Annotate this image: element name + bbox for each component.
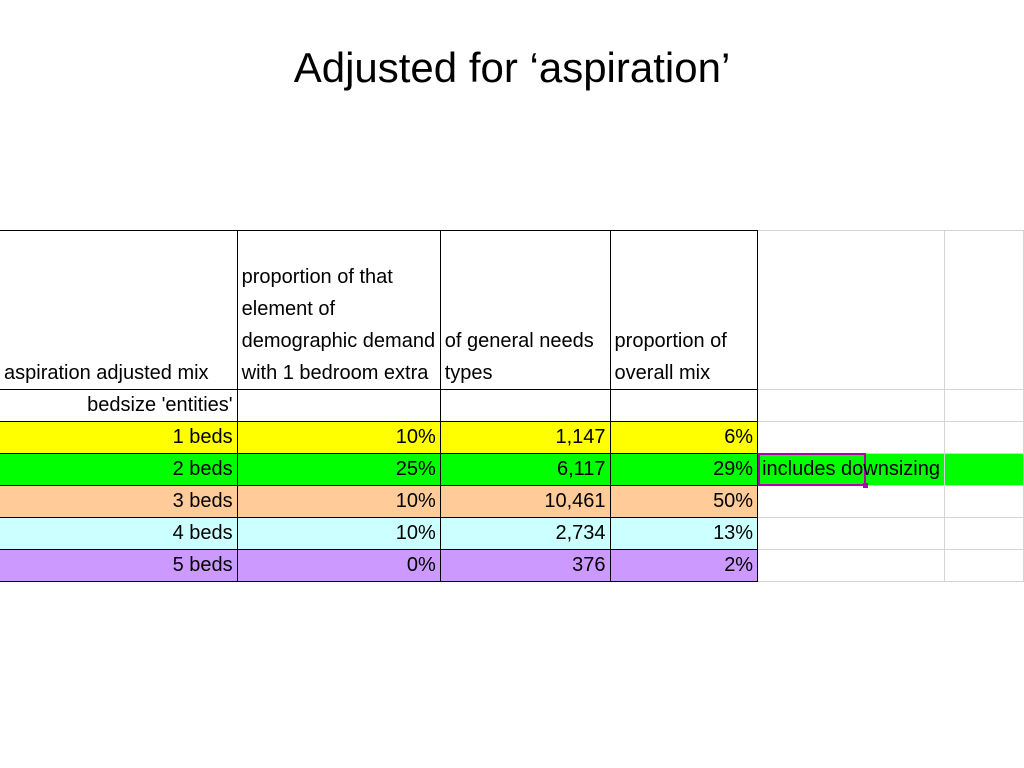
empty-cell[interactable] <box>757 485 945 518</box>
slide-title: Adjusted for ‘aspiration’ <box>293 44 731 91</box>
overall-mix-value[interactable]: 29% <box>610 453 759 486</box>
table-row: 2 beds 25% 6,117 29% includes downsizing <box>0 453 1024 488</box>
selected-note-cell[interactable]: includes downsizing <box>757 453 945 488</box>
row-label[interactable]: 3 beds <box>0 485 238 518</box>
empty-cell[interactable] <box>944 485 1024 518</box>
table-row: 5 beds 0% 376 2% <box>0 549 1024 582</box>
empty-cell[interactable] <box>237 389 441 422</box>
empty-cell[interactable] <box>944 517 1024 550</box>
general-needs-value[interactable]: 376 <box>440 549 611 582</box>
header-proportion-extra-bedroom: proportion of that element of demographi… <box>237 230 441 390</box>
row-label[interactable]: 2 beds <box>0 453 238 486</box>
table-row: 4 beds 10% 2,734 13% <box>0 517 1024 550</box>
row-label[interactable]: 4 beds <box>0 517 238 550</box>
empty-cell[interactable] <box>757 549 945 582</box>
row-label[interactable]: 1 beds <box>0 421 238 454</box>
table-row: 3 beds 10% 10,461 50% <box>0 485 1024 518</box>
empty-cell[interactable] <box>757 517 945 550</box>
general-needs-value[interactable]: 1,147 <box>440 421 611 454</box>
extra-bedroom-value[interactable]: 10% <box>237 485 441 518</box>
row-label[interactable]: 5 beds <box>0 549 238 582</box>
overall-mix-value[interactable]: 6% <box>610 421 759 454</box>
empty-cell[interactable] <box>944 230 1024 390</box>
empty-cell[interactable] <box>944 453 1024 486</box>
empty-cell[interactable] <box>944 421 1024 454</box>
general-needs-value[interactable]: 2,734 <box>440 517 611 550</box>
overall-mix-value[interactable]: 13% <box>610 517 759 550</box>
note-text: includes downsizing <box>762 458 940 480</box>
empty-cell[interactable] <box>610 389 759 422</box>
empty-cell[interactable] <box>440 389 611 422</box>
extra-bedroom-value[interactable]: 25% <box>237 453 441 486</box>
general-needs-value[interactable]: 10,461 <box>440 485 611 518</box>
empty-cell[interactable] <box>757 421 945 454</box>
subheader-bedsize-entities[interactable]: bedsize 'entities' <box>0 389 238 422</box>
aspiration-mix-table: aspiration adjusted mix proportion of th… <box>0 230 1024 582</box>
extra-bedroom-value[interactable]: 0% <box>237 549 441 582</box>
spreadsheet-table: aspiration adjusted mix proportion of th… <box>0 230 1024 582</box>
empty-cell[interactable] <box>757 389 945 422</box>
overall-mix-value[interactable]: 50% <box>610 485 759 518</box>
header-proportion-overall-mix: proportion of overall mix <box>610 230 759 390</box>
header-aspiration-adjusted-mix: aspiration adjusted mix <box>0 230 238 390</box>
subheader-row: bedsize 'entities' <box>0 389 1024 422</box>
empty-cell[interactable] <box>944 549 1024 582</box>
empty-cell[interactable] <box>757 230 945 390</box>
general-needs-value[interactable]: 6,117 <box>440 453 611 486</box>
header-general-needs-types: of general needs types <box>440 230 611 390</box>
extra-bedroom-value[interactable]: 10% <box>237 517 441 550</box>
overall-mix-value[interactable]: 2% <box>610 549 759 582</box>
extra-bedroom-value[interactable]: 10% <box>237 421 441 454</box>
table-row: 1 beds 10% 1,147 6% <box>0 421 1024 454</box>
header-row: aspiration adjusted mix proportion of th… <box>0 230 1024 390</box>
empty-cell[interactable] <box>944 389 1024 422</box>
